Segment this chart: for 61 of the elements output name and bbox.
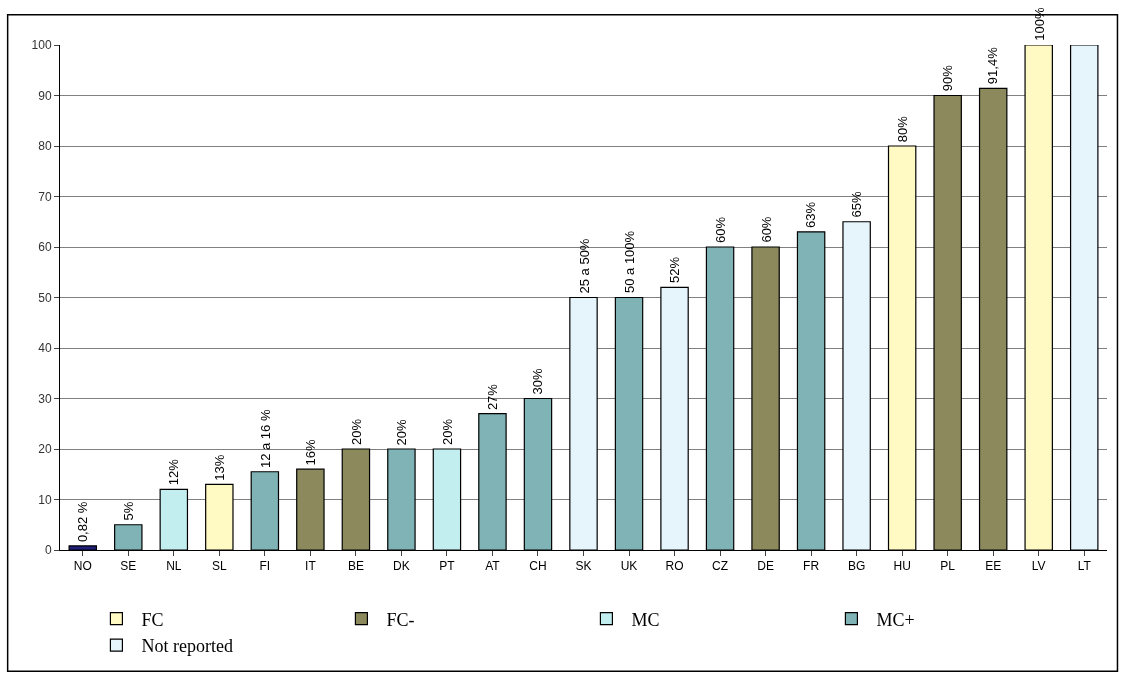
- y-tick-label: 20: [38, 442, 52, 457]
- y-tick-label: 100: [31, 38, 52, 53]
- data-label: 63%: [803, 201, 819, 228]
- legend-label: FC: [141, 609, 164, 630]
- x-tick-label: EE: [985, 559, 1002, 574]
- legend-label: MC+: [876, 609, 915, 630]
- x-tick-label: SK: [575, 559, 592, 574]
- y-tick-label: 60: [38, 240, 52, 255]
- data-label: 80%: [895, 115, 911, 143]
- legend-label: Not reported: [141, 636, 233, 657]
- x-tick-label: RO: [665, 559, 684, 574]
- data-label: 50 a 100%: [622, 230, 638, 294]
- x-tick-label: DE: [757, 559, 774, 574]
- data-label: 16%: [303, 439, 319, 466]
- data-label: 5%: [121, 501, 137, 521]
- y-tick-label: 10: [38, 492, 52, 507]
- x-tick-label: LT: [1077, 559, 1092, 574]
- data-label: 12%: [166, 458, 182, 486]
- x-tick-label: PL: [940, 559, 956, 574]
- x-tick-label: LV: [1031, 559, 1046, 574]
- y-tick-label: 40: [38, 341, 52, 356]
- legend-label: FC-: [386, 609, 415, 630]
- x-tick-label: HU: [893, 559, 911, 574]
- data-label: 27%: [484, 383, 500, 411]
- data-label: 20%: [439, 418, 455, 445]
- data-label: 60%: [713, 216, 729, 244]
- x-tick-label: CH: [529, 559, 547, 574]
- x-tick-label: SE: [120, 559, 137, 574]
- x-tick-label: PT: [439, 559, 456, 574]
- y-tick-label: 90: [38, 88, 52, 103]
- x-tick-label: CZ: [712, 559, 729, 574]
- x-tick-label: FR: [803, 559, 820, 574]
- x-tick-label: UK: [620, 559, 638, 574]
- data-label: 91,4%: [985, 46, 1001, 85]
- y-tick-label: 80: [38, 139, 52, 154]
- data-label: 25 a 50%: [576, 238, 592, 294]
- data-label: 90%: [940, 64, 956, 92]
- data-label: 0,82 %: [75, 501, 91, 543]
- data-label: 12 a 16 %: [257, 409, 273, 469]
- x-tick-label: IT: [305, 559, 317, 574]
- data-label: 100%: [1031, 7, 1047, 41]
- data-label: 30%: [530, 368, 546, 395]
- y-tick-label: 0: [44, 543, 52, 558]
- y-tick-label: 50: [38, 290, 52, 305]
- x-tick-label: NL: [166, 559, 182, 574]
- data-label: 13%: [211, 454, 227, 481]
- x-tick-label: AT: [485, 559, 501, 574]
- x-tick-label: DK: [393, 559, 410, 574]
- data-label: 60%: [758, 216, 774, 243]
- x-tick-label: BG: [847, 559, 866, 574]
- x-tick-label: NO: [73, 559, 92, 574]
- x-tick-label: FI: [259, 559, 271, 574]
- data-label: 20%: [394, 418, 410, 446]
- y-tick-label: 70: [38, 189, 52, 204]
- data-label: 65%: [848, 190, 864, 218]
- x-tick-label: SL: [211, 559, 227, 574]
- data-label: 20%: [348, 418, 364, 445]
- data-label: 52%: [667, 256, 683, 283]
- y-tick-label: 30: [38, 391, 52, 406]
- legend-label: MC: [631, 609, 660, 630]
- x-tick-label: BE: [347, 559, 364, 574]
